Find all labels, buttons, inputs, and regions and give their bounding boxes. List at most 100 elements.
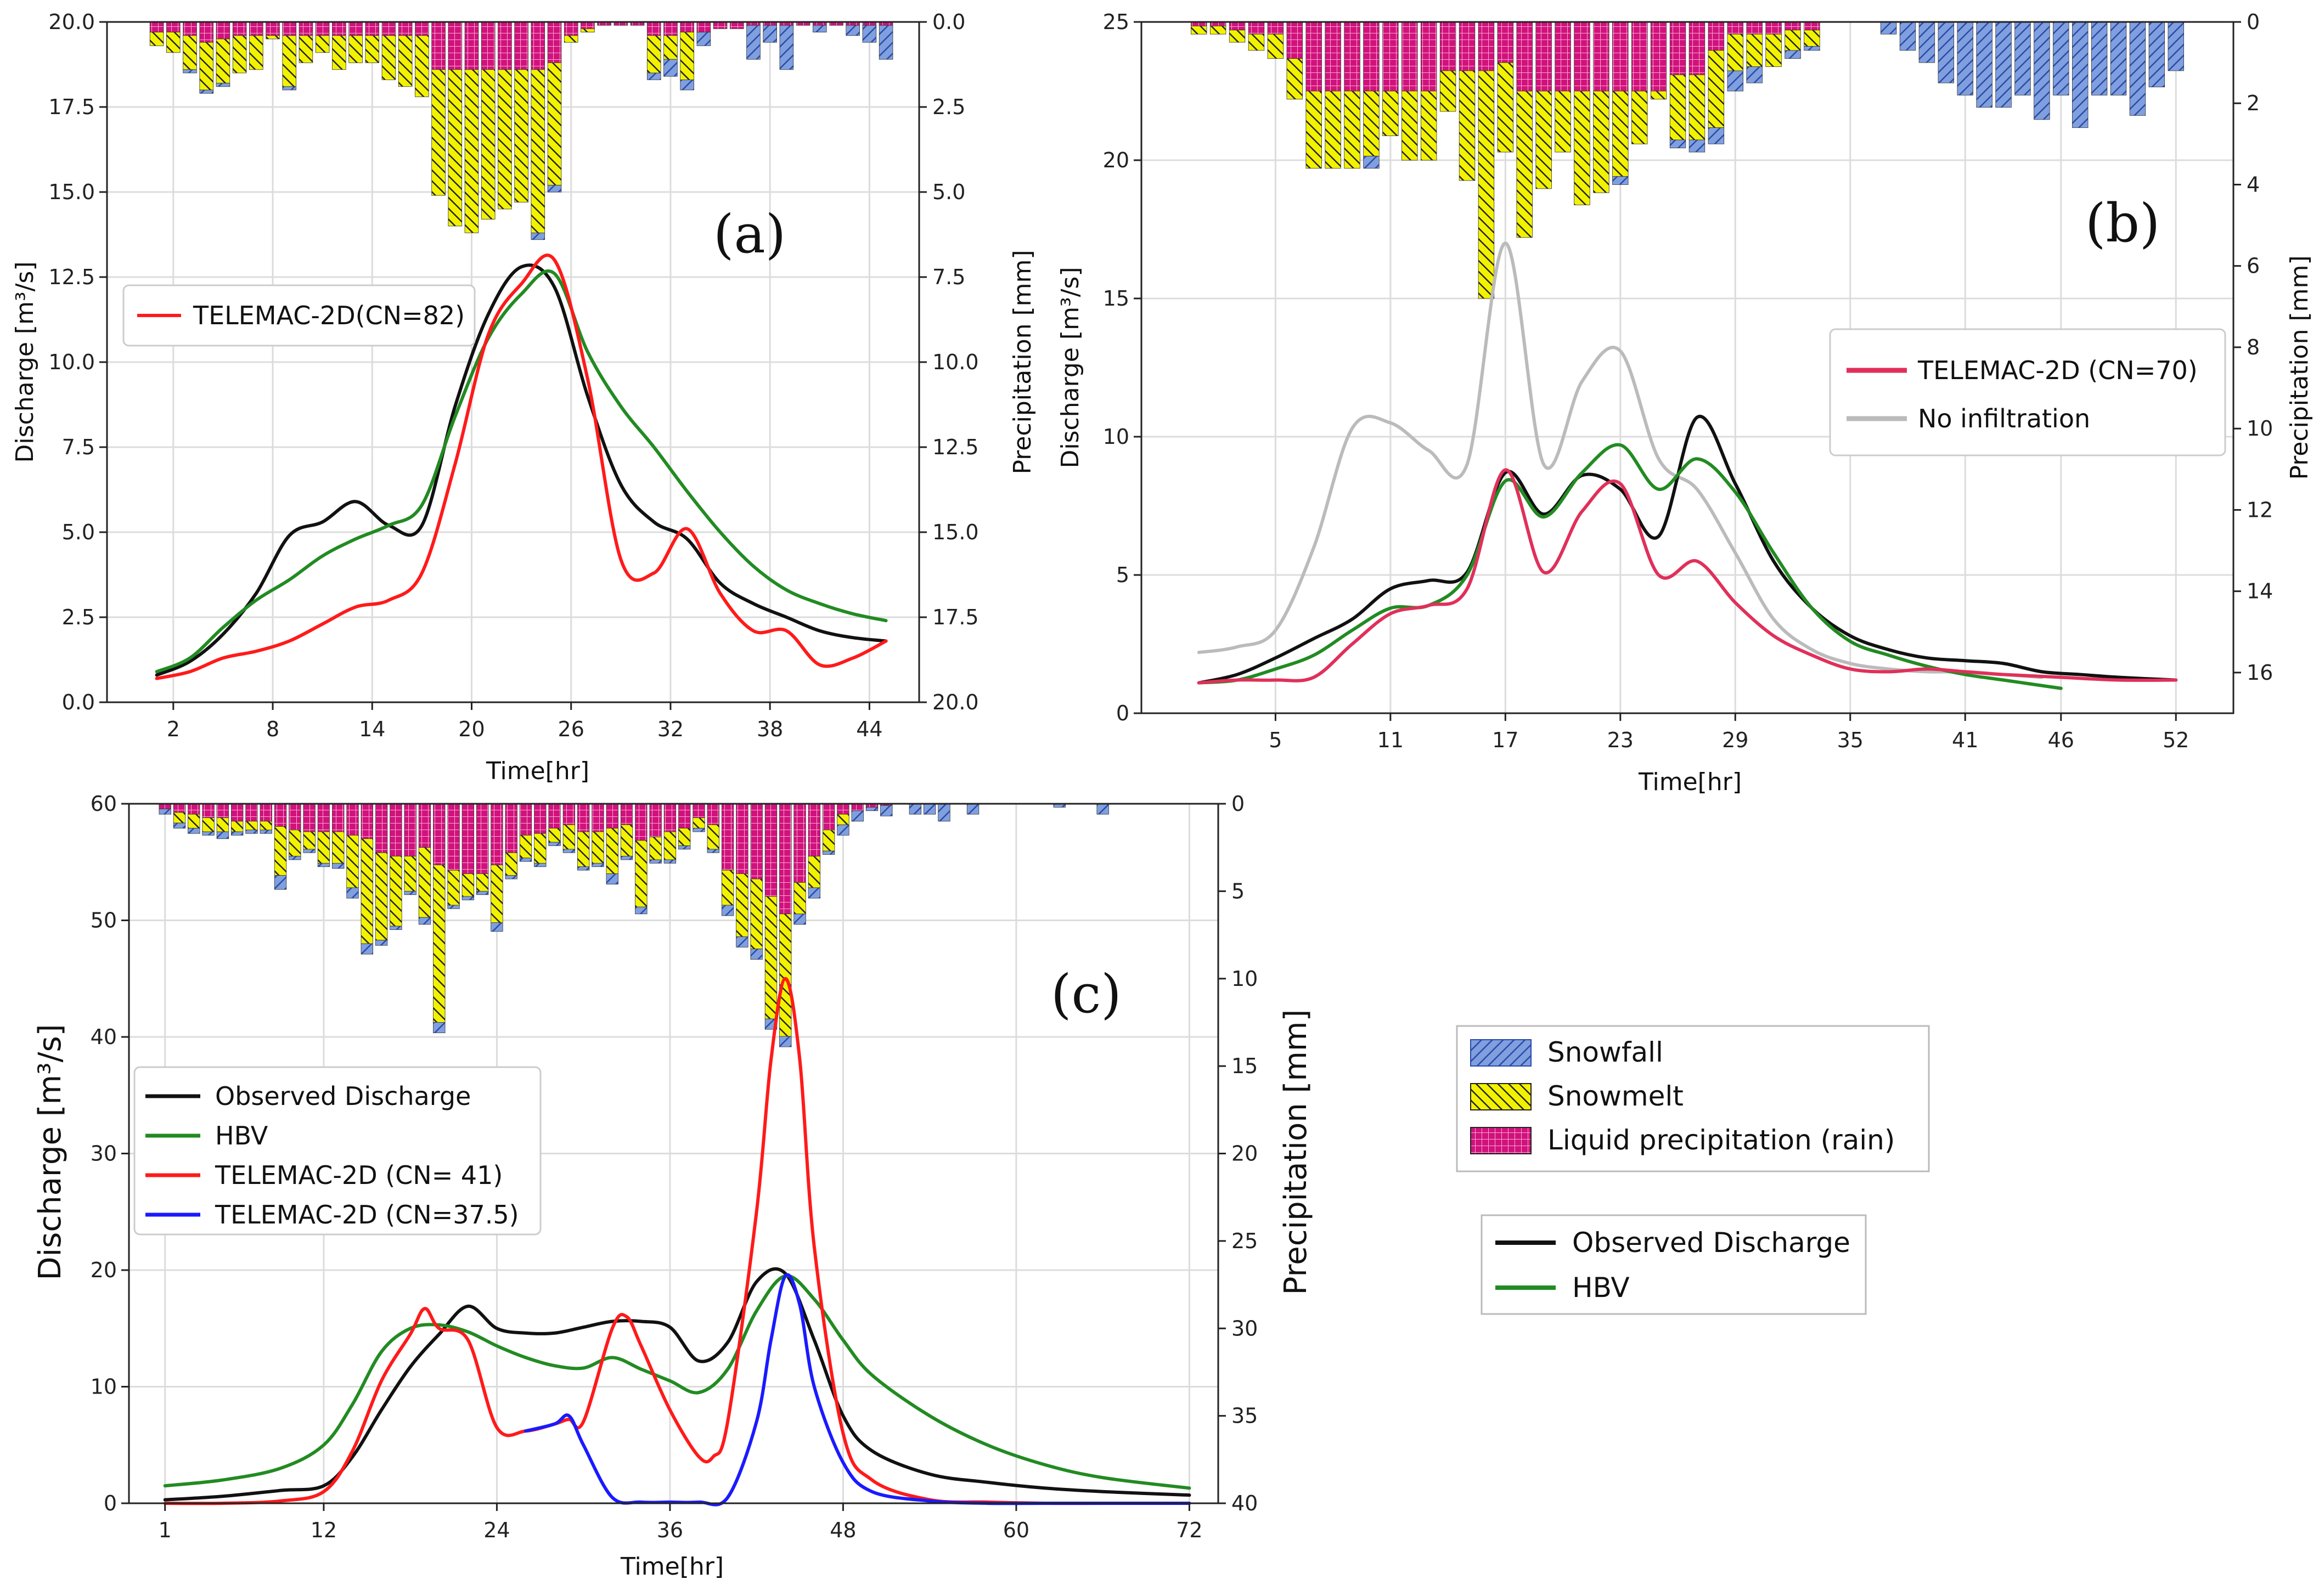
snowfall-bar [577,866,590,871]
rain-bar [779,803,792,915]
snowfall-bar [216,83,230,87]
snowmelt-bar [1478,70,1495,299]
snowmelt-bar [635,840,648,907]
snowmelt-bar [1516,91,1533,238]
rain-bar [1785,21,1801,31]
panel-a-ticks: 2 8 14 20 26 32 38 44 0.0 2.5 5.0 7.5 10.0 12.5 15.0 17… [48,10,978,741]
x-tick-label: 5 [1269,728,1282,752]
series-observed-discharge [155,263,888,677]
snowfall-bar [938,803,950,822]
panel-c: 1 12 24 36 48 60 72010203040506040353025201510… [32,792,1314,1581]
snowfall-bar [707,849,719,853]
snowmelt-bar [431,69,446,196]
snowmelt-bar [418,847,431,918]
rain-bar [606,803,618,829]
x-tick-label: 46 [2048,728,2074,752]
panel-b-y2label: Precipitation [mm] [2286,255,2314,480]
rain-bar [1286,21,1303,59]
snowmelt-bar [1785,30,1801,51]
y-tick-label: 0.0 [62,690,95,714]
rain-bar [498,21,512,70]
snowmelt-bar [1420,91,1437,161]
panel-b-ylabel: Discharge [m³/s] [1056,267,1084,469]
snowfall-bar [433,1022,446,1033]
snowmelt-bar [1535,91,1552,189]
rain-bar [707,803,719,825]
y2-tick-label: 17.5 [932,605,979,629]
snowmelt-bar [188,814,200,829]
snowmelt-bar [547,63,562,185]
snowfall-bar [663,59,678,77]
snowmelt-bar [398,35,413,87]
x-tick-label: 12 [311,1518,337,1542]
snowmelt-bar [332,831,345,864]
snowmelt-bar [1804,30,1820,47]
snowmelt-bar [1631,91,1648,144]
rain-bar [332,21,346,36]
rain-bar [481,21,496,70]
rain-bar [678,803,691,829]
snowfall-bar [476,890,489,895]
series-observed-discharge [163,1267,1191,1502]
panel-a-legend-entry: TELEMAC-2D(CN=82) [193,301,465,330]
rain-bar [693,803,705,818]
snowfall-bar [763,25,777,43]
snowfall-bar [837,824,849,836]
snowmelt-bar [837,814,849,825]
snowfall-bar [693,828,705,832]
rain-bar [418,803,431,848]
series-telemac-2d-cn-82 [155,253,888,680]
rain-bar [433,803,446,865]
rain-bar [199,21,214,43]
panel-c-xlabel: Time[hr] [620,1553,724,1581]
x-tick-label: 1 [159,1518,172,1542]
snowmelt-bar [606,828,618,874]
rain-bar [166,21,181,33]
y-tick-label: 5 [1116,563,1129,587]
snowfall-bar [303,849,316,853]
y2-tick-label: 2 [2247,91,2260,115]
rain-bar [505,803,517,853]
panel-b-discharge-lines [1197,241,2178,690]
y-tick-label: 10 [1103,425,1129,449]
rain-bar [750,803,763,879]
series-hbv [163,1274,1191,1490]
y-tick-label: 25 [1103,10,1129,34]
panel-b-frame [1140,21,2234,714]
panel-a-xlabel: Time[hr] [486,757,589,785]
panel-a-ylabel: Discharge [m³/s] [11,262,39,463]
panel-c-legend: Observed Discharge HBV TELEMAC-2D (CN= 4… [133,1066,542,1236]
rain-bar [808,803,821,857]
snowfall-bar [846,25,860,36]
rain-bar [232,21,247,36]
snowfall-bar [721,905,734,916]
y-tick-label: 10.0 [48,350,95,374]
rain-bar [764,803,778,897]
snowfall-bar [812,25,827,33]
rain-bar [713,21,728,29]
snowmelt-bar [1401,91,1418,161]
snowmelt-bar [260,821,272,831]
snowmelt-bar [289,830,301,857]
rain-bar [216,803,229,818]
rain-bar [289,803,301,831]
rain-bar [315,21,330,36]
snowfall-bar [260,830,272,834]
x-tick-label: 52 [2163,728,2189,752]
snowfall-bar [199,89,214,94]
snowmelt-bar [693,817,705,829]
panel-c-label: (c) [1051,963,1122,1025]
snowmelt-bar [1497,62,1514,153]
snowfall-bar [346,887,359,899]
snowfall-bar [808,887,821,899]
rain-bar [216,21,230,40]
y2-tick-label: 12 [2247,498,2273,522]
rain-bar [534,803,547,834]
snowmelt-bar [348,35,363,63]
snowfall-bar [696,32,711,46]
rain-bar [531,21,545,70]
rain-bar [202,803,215,818]
snowfall-bar [1957,21,1973,95]
snowmelt-bar [498,69,512,210]
